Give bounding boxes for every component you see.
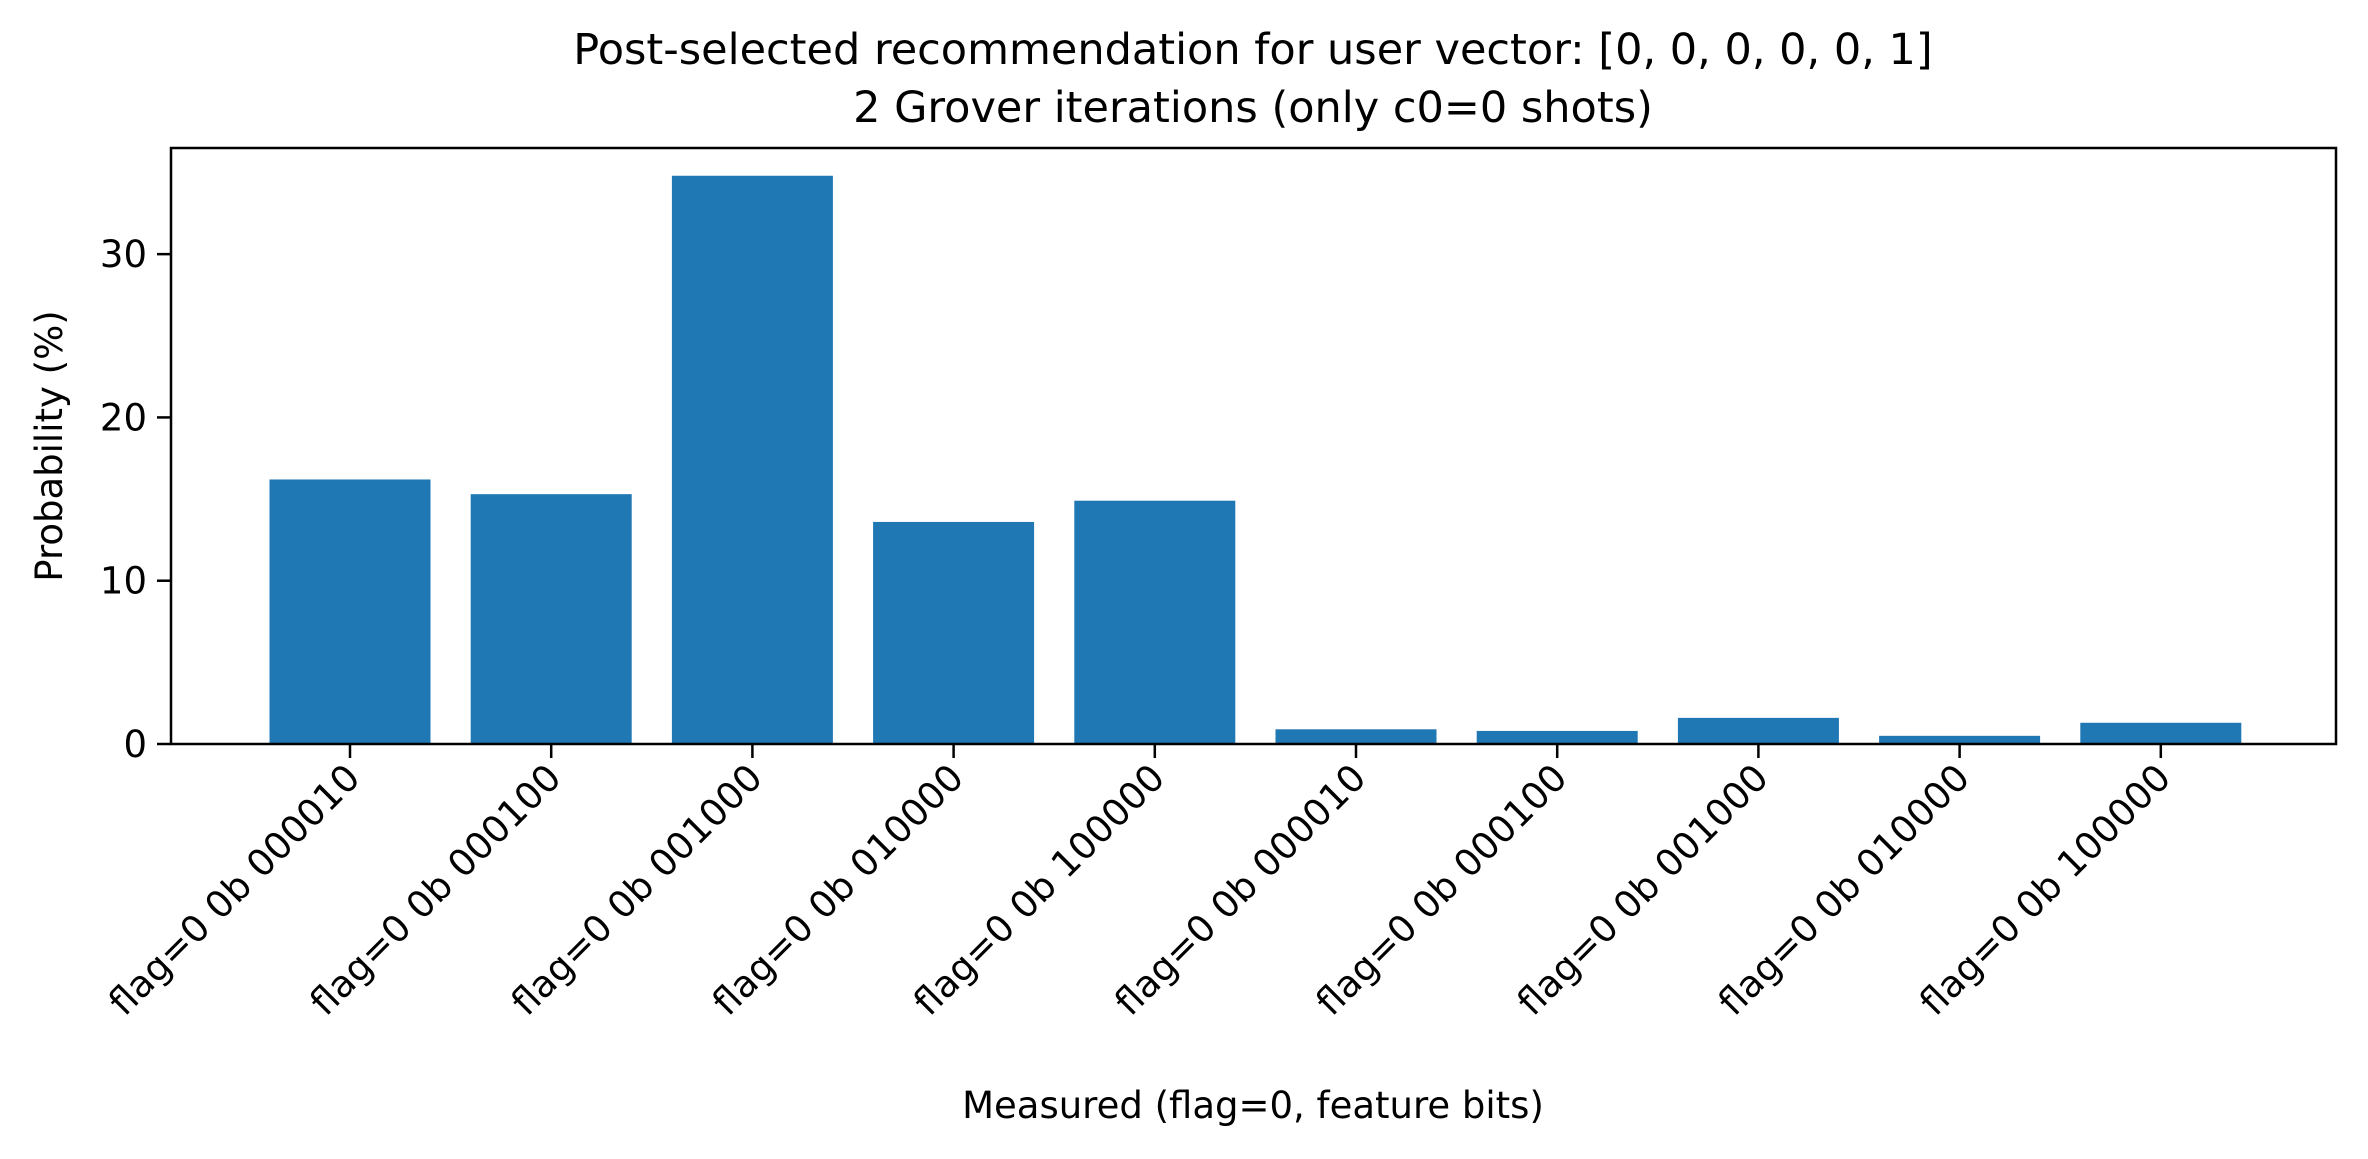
y-axis-label: Probability (%): [28, 310, 71, 581]
bar-2: [470, 494, 632, 744]
bar-5: [1074, 500, 1236, 744]
chart-subtitle: 2 Grover iterations (only c0=0 shots): [853, 83, 1653, 133]
chart-title: Post-selected recommendation for user ve…: [573, 25, 1932, 75]
bar-8: [1677, 717, 1839, 744]
y-tick-label-20: 20: [100, 396, 147, 439]
bar-7: [1476, 730, 1638, 744]
bar-9: [1879, 735, 2041, 744]
bar-3: [671, 175, 833, 744]
y-tick-label-10: 10: [100, 560, 147, 603]
x-axis-label: Measured (flag=0, feature bits): [962, 1084, 1544, 1127]
y-ticks-group: 0 10 20 30: [100, 233, 171, 766]
plot-frame: [169, 146, 2338, 746]
bar-10: [2080, 722, 2242, 744]
y-tick-label-0: 0: [123, 723, 147, 766]
bar-1: [269, 479, 431, 744]
bar-4: [873, 521, 1035, 744]
y-tick-label-30: 30: [100, 233, 147, 276]
bar-6: [1275, 729, 1437, 744]
bars-group: [269, 175, 2242, 744]
